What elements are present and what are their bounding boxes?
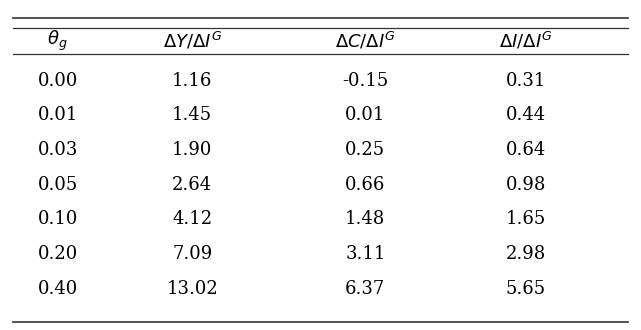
Text: $\Delta I/\Delta I^G$: $\Delta I/\Delta I^G$ [499, 31, 553, 52]
Text: 0.01: 0.01 [345, 107, 385, 124]
Text: 3.11: 3.11 [345, 245, 385, 263]
Text: 0.40: 0.40 [38, 280, 78, 298]
Text: 0.10: 0.10 [38, 211, 78, 228]
Text: 2.64: 2.64 [172, 176, 212, 194]
Text: 1.48: 1.48 [345, 211, 385, 228]
Text: -0.15: -0.15 [342, 72, 388, 90]
Text: 7.09: 7.09 [172, 245, 212, 263]
Text: 0.64: 0.64 [506, 141, 545, 159]
Text: $\Delta Y/\Delta I^G$: $\Delta Y/\Delta I^G$ [163, 31, 222, 52]
Text: 0.25: 0.25 [345, 141, 385, 159]
Text: 0.01: 0.01 [38, 107, 78, 124]
Text: 0.66: 0.66 [345, 176, 385, 194]
Text: 1.65: 1.65 [506, 211, 545, 228]
Text: 0.98: 0.98 [506, 176, 545, 194]
Text: 0.20: 0.20 [38, 245, 78, 263]
Text: $\theta_g$: $\theta_g$ [47, 29, 68, 53]
Text: 1.16: 1.16 [172, 72, 212, 90]
Text: 0.31: 0.31 [506, 72, 545, 90]
Text: 0.44: 0.44 [506, 107, 545, 124]
Text: 5.65: 5.65 [506, 280, 545, 298]
Text: 1.90: 1.90 [172, 141, 212, 159]
Text: 0.00: 0.00 [38, 72, 78, 90]
Text: 6.37: 6.37 [345, 280, 385, 298]
Text: 4.12: 4.12 [172, 211, 212, 228]
Text: 0.05: 0.05 [38, 176, 78, 194]
Text: 1.45: 1.45 [172, 107, 212, 124]
Text: 2.98: 2.98 [506, 245, 545, 263]
Text: 13.02: 13.02 [167, 280, 218, 298]
Text: 0.03: 0.03 [38, 141, 78, 159]
Text: $\Delta C/\Delta I^G$: $\Delta C/\Delta I^G$ [335, 31, 396, 52]
